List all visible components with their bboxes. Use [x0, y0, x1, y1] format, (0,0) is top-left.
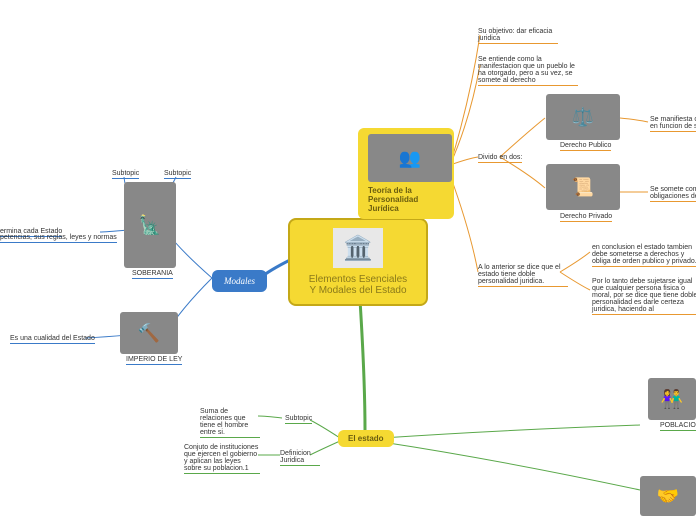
imperio-img: 🔨: [120, 312, 178, 354]
estado-title: El estado: [348, 434, 384, 443]
estado-node[interactable]: El estado: [338, 430, 394, 447]
derecho-privado-desc: Se somete como y obligaciones de: [650, 186, 696, 202]
teoria-node[interactable]: 👥 Teoría de la Personalidad Jurídica: [358, 128, 454, 219]
soberania-label: SOBERANIA: [132, 270, 173, 279]
derecho-privado-img: 📜: [546, 164, 620, 210]
poblacion-label: POBLACION: [660, 422, 696, 431]
soberania-sub1: Subtopic: [112, 170, 139, 179]
derecho-publico-desc: Se manifiesta cu en funcion de su: [650, 116, 696, 132]
teoria-manifestacion: Se entiende como la manifestacion que un…: [478, 56, 578, 86]
soberania-desc2: petencias, sus reglas, leyes y normas: [0, 234, 117, 243]
estado-suma: Suma de relaciones que tiene el hombre e…: [200, 408, 260, 438]
center-node[interactable]: 🏛️ Elementos Esenciales Y Modales del Es…: [288, 218, 428, 306]
teoria-title-2: Personalidad Jurídica: [368, 195, 444, 213]
derecho-publico-label: Derecho Publico: [560, 142, 611, 151]
estado-conjunto: Conjuto de instituciones que ejercen el …: [184, 444, 260, 474]
estado-definicion: Definicion Juridica: [280, 450, 320, 466]
teoria-conc2: Por lo tanto debe sujetarse igual que cu…: [592, 278, 696, 315]
people-icon: 👥: [368, 134, 452, 182]
teoria-divido: Divido en dos:: [478, 154, 522, 163]
modales-title: Modales: [224, 276, 255, 286]
modales-node[interactable]: Modales: [212, 270, 267, 292]
soberania-sub2: Subtopic: [164, 170, 191, 179]
poblacion-img: 👫: [648, 378, 696, 420]
teoria-objetivo: Su objetivo: dar eficacia juridica: [478, 28, 558, 44]
imperio-label: IMPERIO DE LEY: [126, 356, 182, 365]
soberania-img: 🗽: [124, 182, 176, 268]
center-title-2: Y Modales del Estado: [302, 285, 414, 296]
teoria-doble: A lo anterior se dice que el estado tien…: [478, 264, 568, 287]
estado-bottom-img: 🤝: [640, 476, 696, 516]
teoria-conc1: en conclusion el estado tambien debe som…: [592, 244, 696, 267]
building-icon: 🏛️: [333, 228, 383, 268]
estado-subtopic: Subtopic: [285, 415, 312, 424]
derecho-publico-img: ⚖️: [546, 94, 620, 140]
derecho-privado-label: Derecho Privado: [560, 213, 612, 222]
teoria-title-1: Teoría de la: [368, 186, 444, 195]
imperio-desc: Es una cualidad del Estado: [10, 335, 95, 344]
center-title-1: Elementos Esenciales: [302, 274, 414, 285]
